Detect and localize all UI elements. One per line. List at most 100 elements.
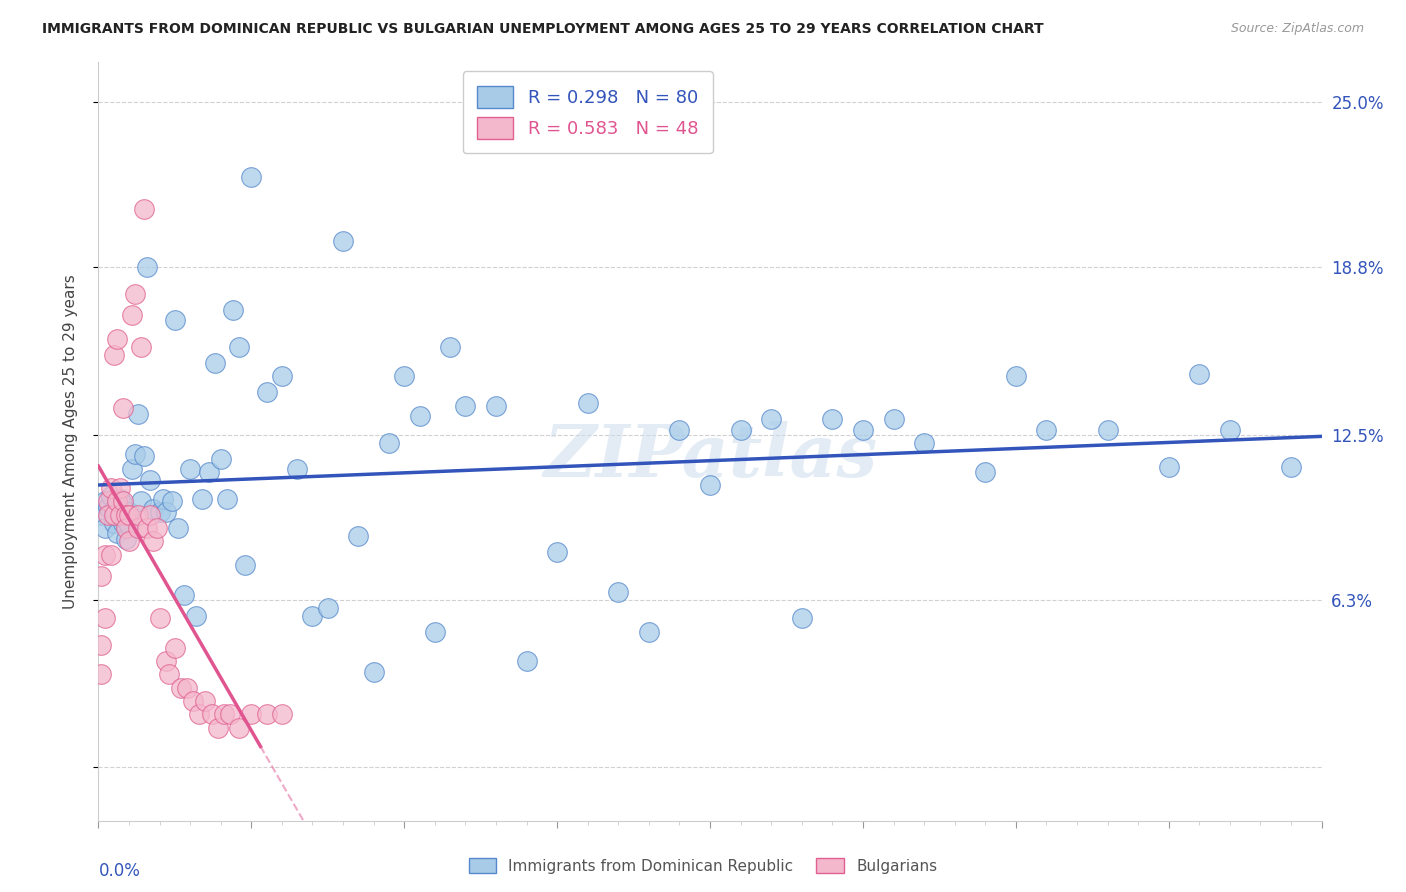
Point — [228, 721, 250, 735]
Point — [142, 502, 165, 516]
Point — [134, 449, 156, 463]
Point — [1035, 423, 1057, 437]
Point — [363, 665, 385, 679]
Point — [155, 505, 177, 519]
Point — [392, 369, 416, 384]
Point — [111, 516, 134, 530]
Point — [115, 521, 138, 535]
Point — [699, 478, 721, 492]
Point — [97, 500, 120, 514]
Text: ZIPatlas: ZIPatlas — [543, 421, 877, 492]
Point — [215, 491, 238, 506]
Point — [127, 407, 149, 421]
Point — [97, 494, 120, 508]
Point — [852, 423, 875, 437]
Point — [163, 640, 186, 655]
Point — [136, 521, 159, 535]
Point — [124, 446, 146, 460]
Point — [912, 435, 935, 450]
Point — [170, 681, 193, 695]
Point — [93, 521, 115, 535]
Point — [222, 302, 245, 317]
Point — [790, 611, 813, 625]
Point — [124, 286, 146, 301]
Point — [883, 412, 905, 426]
Point — [200, 707, 222, 722]
Point — [108, 491, 131, 506]
Point — [105, 332, 128, 346]
Point — [439, 340, 461, 354]
Point — [256, 385, 278, 400]
Point — [103, 508, 125, 522]
Point — [111, 497, 134, 511]
Point — [207, 721, 229, 735]
Point — [176, 681, 198, 695]
Point — [142, 534, 165, 549]
Point — [233, 558, 256, 573]
Point — [155, 654, 177, 668]
Point — [129, 340, 152, 354]
Point — [118, 534, 141, 549]
Point — [821, 412, 844, 426]
Point — [160, 494, 183, 508]
Point — [228, 340, 250, 354]
Point — [108, 510, 131, 524]
Point — [637, 624, 661, 639]
Point — [1097, 423, 1119, 437]
Point — [118, 508, 141, 522]
Point — [347, 529, 370, 543]
Point — [108, 508, 131, 522]
Point — [93, 611, 115, 625]
Point — [115, 508, 138, 522]
Point — [256, 707, 278, 722]
Legend: Immigrants from Dominican Republic, Bulgarians: Immigrants from Dominican Republic, Bulg… — [463, 852, 943, 880]
Point — [316, 600, 339, 615]
Point — [97, 508, 120, 522]
Point — [103, 348, 125, 362]
Point — [129, 494, 152, 508]
Point — [378, 435, 401, 450]
Point — [1188, 367, 1211, 381]
Point — [115, 513, 138, 527]
Point — [270, 369, 292, 384]
Point — [197, 465, 219, 479]
Point — [105, 526, 128, 541]
Point — [118, 518, 141, 533]
Point — [115, 532, 138, 546]
Point — [186, 608, 208, 623]
Point — [285, 462, 308, 476]
Point — [212, 707, 235, 722]
Point — [179, 462, 201, 476]
Point — [173, 587, 195, 601]
Point — [759, 412, 782, 426]
Point — [90, 508, 112, 522]
Point — [134, 202, 156, 216]
Point — [93, 494, 115, 508]
Point — [100, 481, 122, 495]
Point — [108, 481, 131, 495]
Point — [1004, 369, 1026, 384]
Point — [668, 423, 690, 437]
Point — [1219, 423, 1241, 437]
Point — [332, 234, 354, 248]
Point — [136, 260, 159, 275]
Point — [103, 502, 125, 516]
Point — [194, 694, 217, 708]
Point — [730, 423, 752, 437]
Point — [576, 396, 599, 410]
Point — [270, 707, 292, 722]
Point — [181, 694, 204, 708]
Point — [204, 356, 226, 370]
Point — [105, 494, 128, 508]
Point — [121, 308, 143, 322]
Point — [219, 707, 242, 722]
Point — [301, 608, 323, 623]
Point — [90, 569, 112, 583]
Point — [111, 401, 134, 416]
Point — [100, 489, 122, 503]
Point — [100, 548, 122, 562]
Point — [1279, 459, 1302, 474]
Point — [240, 707, 263, 722]
Point — [90, 638, 112, 652]
Point — [167, 521, 190, 535]
